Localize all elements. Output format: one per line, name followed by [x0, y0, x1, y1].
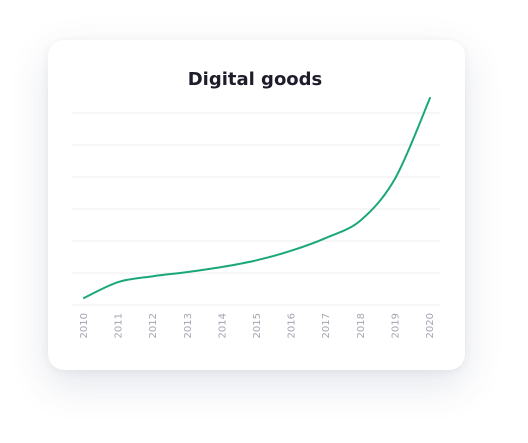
x-tick-label: 2019 — [390, 313, 401, 338]
line — [83, 96, 431, 299]
x-tick-label: 2015 — [252, 313, 263, 338]
x-tick-label: 2013 — [183, 313, 194, 338]
x-tick-label: 2012 — [148, 313, 159, 338]
x-tick-label: 2011 — [114, 313, 125, 338]
x-tick-label: 2014 — [217, 313, 228, 338]
chart-title: Digital goods — [188, 69, 323, 90]
x-tick-label: 2010 — [79, 313, 90, 338]
card — [48, 40, 465, 370]
x-tick-label: 2018 — [356, 313, 367, 338]
x-tick-label: 2016 — [287, 313, 298, 338]
x-tick-label: 2020 — [425, 313, 436, 338]
x-tick-label: 2017 — [321, 313, 332, 338]
